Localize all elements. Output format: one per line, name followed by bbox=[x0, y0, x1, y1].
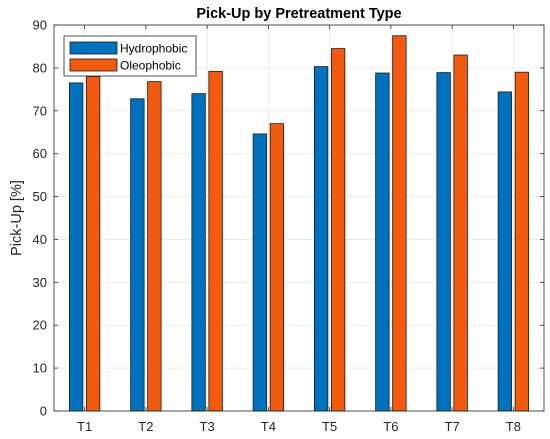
legend-swatch-hydrophobic bbox=[69, 41, 118, 55]
bar-hydrophobic-t1 bbox=[68, 82, 84, 412]
legend-swatch-oleophobic bbox=[69, 58, 118, 72]
x-tick-label-t5: T5 bbox=[322, 419, 337, 434]
y-tick-label: 40 bbox=[33, 232, 47, 247]
bar-hydrophobic-t7 bbox=[436, 72, 451, 412]
bar-hydrophobic-t8 bbox=[497, 91, 513, 412]
x-tick-label-t8: T8 bbox=[506, 419, 521, 434]
bar-hydrophobic-t2 bbox=[130, 98, 145, 412]
y-tick-label: 80 bbox=[33, 60, 47, 75]
x-tick-label-t7: T7 bbox=[445, 419, 460, 434]
y-tick-label: 20 bbox=[33, 318, 47, 333]
x-tick-label-t4: T4 bbox=[261, 419, 276, 434]
x-tick-label-t3: T3 bbox=[200, 419, 215, 434]
legend: Hydrophobic Oleophobic bbox=[63, 35, 197, 77]
bar-oleophobic-t4 bbox=[269, 123, 285, 412]
axes-box bbox=[53, 24, 545, 412]
bar-oleophobic-t3 bbox=[208, 70, 223, 412]
x-tick-label-t2: T2 bbox=[138, 419, 153, 434]
legend-label-hydrophobic: Hydrophobic bbox=[120, 42, 187, 56]
y-tick-label: 60 bbox=[33, 146, 47, 161]
bar-oleophobic-t8 bbox=[514, 71, 530, 412]
y-axis-ticks: 0 10 20 30 40 50 60 70 80 90 bbox=[33, 18, 544, 419]
y-tick-label: 50 bbox=[33, 189, 47, 204]
y-tick-label: 30 bbox=[33, 275, 47, 290]
y-axis-label: Pick-Up [%] bbox=[9, 180, 25, 256]
legend-label-oleophobic: Oleophobic bbox=[120, 59, 181, 73]
bar-oleophobic-t2 bbox=[147, 81, 162, 412]
y-tick-label: 90 bbox=[33, 18, 47, 33]
y-tick-label: 10 bbox=[33, 361, 47, 376]
bar-hydrophobic-t5 bbox=[313, 66, 329, 412]
bar-oleophobic-t7 bbox=[453, 54, 468, 412]
y-tick-label: 70 bbox=[33, 103, 47, 118]
plot-area: 0 10 20 30 40 50 60 70 80 90 T1 T2 T3 T4 T5 T6 T7 T8 bbox=[33, 18, 545, 434]
bar-hydrophobic-t4 bbox=[252, 133, 268, 412]
bar-hydrophobic-t3 bbox=[191, 93, 206, 412]
axes-background bbox=[54, 25, 544, 411]
x-axis-ticks: T1 T2 T3 T4 T5 T6 T7 T8 bbox=[77, 25, 521, 434]
bar-hydrophobic-t6 bbox=[375, 72, 390, 412]
y-tick-label: 0 bbox=[40, 404, 47, 419]
x-tick-label-t6: T6 bbox=[383, 419, 398, 434]
bar-oleophobic-t1 bbox=[85, 76, 101, 412]
x-tick-label-t1: T1 bbox=[77, 419, 92, 434]
chart-title: Pick-Up by Pretreatment Type bbox=[196, 6, 401, 22]
bar-oleophobic-t5 bbox=[330, 48, 346, 412]
bar-oleophobic-t6 bbox=[392, 35, 407, 412]
